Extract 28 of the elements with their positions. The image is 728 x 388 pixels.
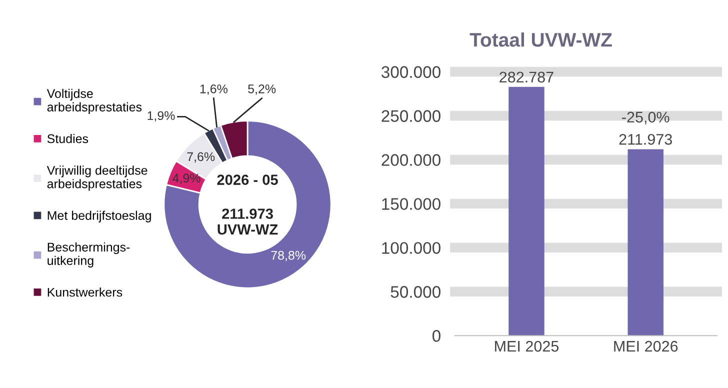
y-tick-label: 250.000 <box>382 110 440 122</box>
y-tick-label: 0 <box>432 330 440 342</box>
legend-label: Voltijdse arbeidsprestaties <box>46 88 142 114</box>
y-tick-label: 150.000 <box>382 198 440 210</box>
data-label: 1,9% <box>148 111 175 122</box>
data-label: 78,8% <box>271 250 306 262</box>
data-label: 4,9% <box>172 174 200 184</box>
y-tick-label: 200.000 <box>382 154 440 166</box>
data-label: 211.973 <box>619 134 672 145</box>
data-label: 5,2% <box>248 84 276 95</box>
text: 211.973 UVW-WZ <box>218 208 278 235</box>
y-tick-label: 300.000 <box>382 66 440 78</box>
text: 2026 - 05 <box>217 174 278 185</box>
y-tick-label: 50.000 <box>390 286 440 298</box>
data-label: 282.787 <box>500 72 554 83</box>
chart-title: Totaal UVW-WZ <box>470 32 612 47</box>
x-tick-label: MEI 2025 <box>495 340 559 352</box>
annotation: -25,0% <box>622 112 670 124</box>
legend-label: Beschermings- uitkering <box>48 242 130 268</box>
legend-label: Vrijwillig deeltijdse arbeidsprestaties <box>46 166 148 191</box>
y-tick-label: 100.000 <box>382 242 440 254</box>
legend-label: Studies <box>47 134 88 144</box>
donut-slice <box>163 120 332 289</box>
data-label: 1,6% <box>200 84 228 95</box>
legend-label: Met bedrijfstoeslag <box>48 210 151 222</box>
data-label: 7,6% <box>187 152 215 163</box>
legend-label: Kunstwerkers <box>48 288 122 297</box>
x-tick-label: MEI 2026 <box>614 340 678 352</box>
